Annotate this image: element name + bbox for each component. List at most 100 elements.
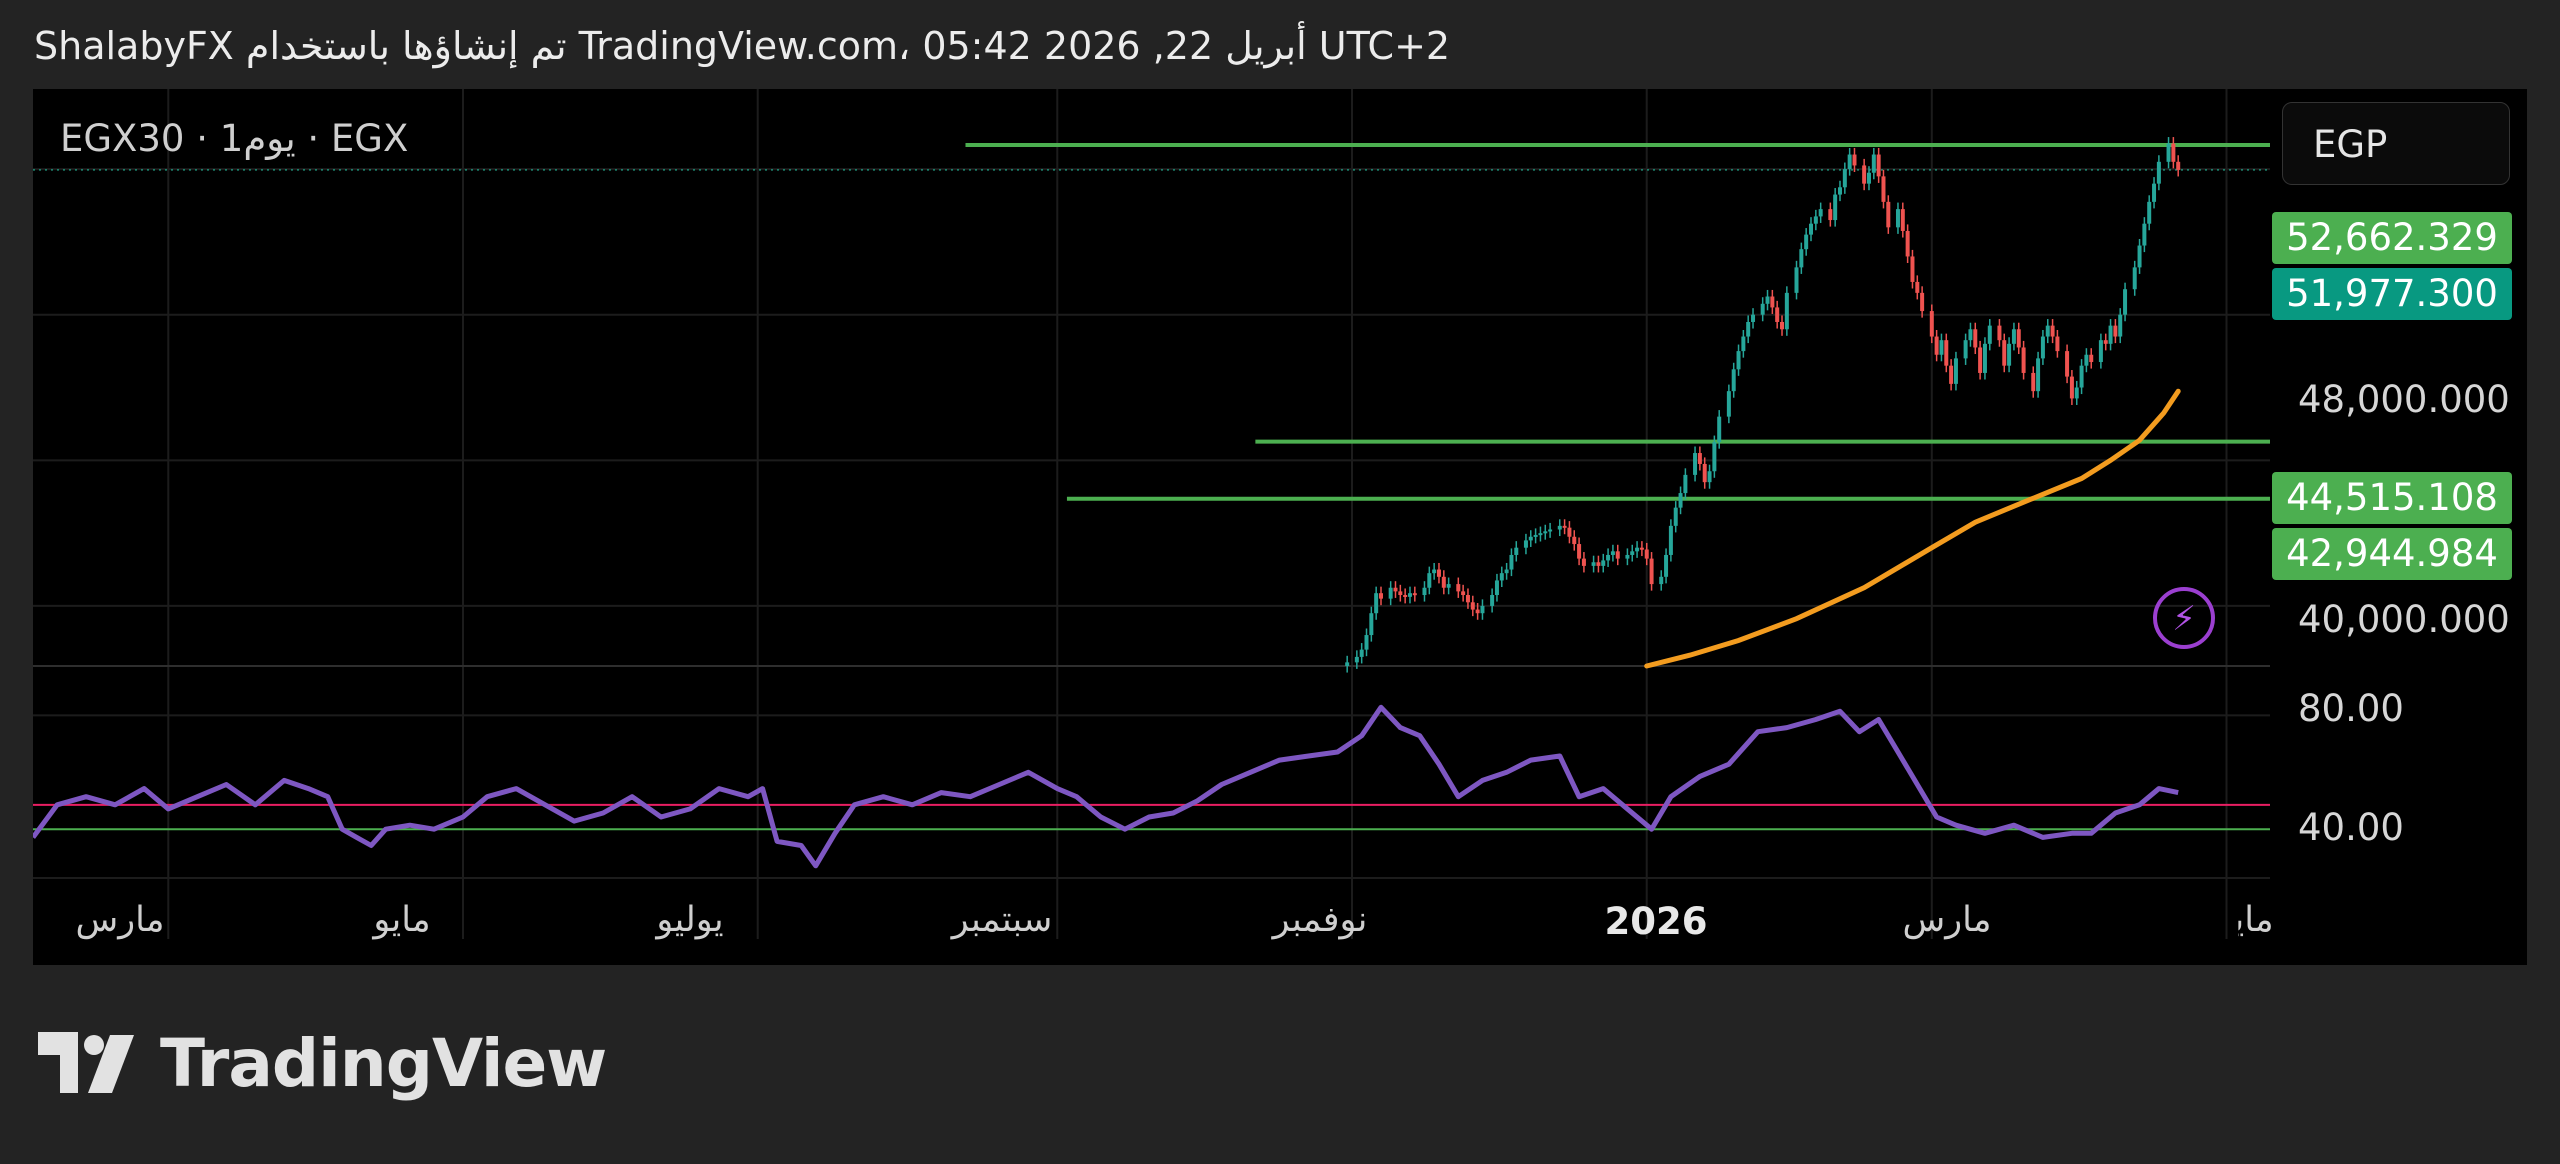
candle-body (1978, 347, 1983, 373)
lightning-icon[interactable]: ⚡ (2153, 587, 2215, 649)
candle-body (1615, 551, 1620, 559)
price-label-support-2: 42,944.984 (2272, 528, 2512, 580)
candle-body (2084, 354, 2089, 366)
candle-body (1422, 587, 1427, 596)
chart-area[interactable] (33, 89, 2527, 965)
candle-body (2074, 387, 2079, 399)
candle-body (1717, 416, 1722, 443)
symbol-info[interactable]: EGX30 · 1يوم · EGX (60, 117, 409, 160)
candle-body (1393, 587, 1398, 592)
x-tick-november: نوفمبر (1272, 900, 1368, 940)
candle-body (1804, 234, 1809, 250)
candle-body (2123, 289, 2128, 315)
candle-body (2103, 340, 2108, 344)
candle-body (1432, 569, 1437, 574)
candle-body (2055, 336, 2060, 352)
chart-canvas[interactable] (33, 89, 2527, 965)
candle-body (1639, 547, 1644, 550)
candle-body (1649, 558, 1654, 585)
candle-body (1973, 329, 1978, 348)
candle-body (1784, 292, 1789, 330)
candle-body (1828, 209, 1833, 221)
candle-body (1813, 216, 1818, 224)
candle-body (1963, 340, 1968, 359)
candle-body (1403, 595, 1408, 598)
candle-body (2166, 143, 2171, 162)
price-tick-48000: 48,000.000 (2298, 378, 2510, 421)
candle-body (1939, 340, 1944, 355)
candle-body (1770, 296, 1775, 308)
candle-body (1480, 605, 1485, 614)
candle-body (2007, 343, 2012, 366)
candle-body (1741, 336, 1746, 352)
candle-body (1809, 223, 1814, 235)
candle-body (1915, 281, 1920, 293)
candle-body (1693, 453, 1698, 475)
rsi-line (33, 704, 2179, 869)
x-tick-may-2025: مايو (373, 900, 431, 940)
candle-body (1562, 525, 1567, 528)
candle-body (1881, 176, 1886, 202)
candle-body (1895, 209, 1900, 228)
candle-body (1388, 587, 1393, 599)
candle-body (1668, 525, 1673, 555)
candle-body (1499, 573, 1504, 581)
candle-body (1635, 547, 1640, 552)
currency-button[interactable]: EGP (2282, 102, 2510, 185)
candle-body (1982, 343, 1987, 373)
candle-body (1818, 209, 1823, 217)
candle-body (1398, 591, 1403, 596)
tradingview-logo-svg (38, 1035, 134, 1093)
candle-body (1837, 187, 1842, 195)
candle-body (1751, 314, 1756, 322)
candle-body (2108, 325, 2113, 344)
candle-body (1461, 591, 1466, 596)
candle-body (1345, 662, 1350, 666)
candle-body (2098, 340, 2103, 363)
candle-body (2065, 351, 2070, 377)
candle-body (1929, 311, 1934, 337)
x-tick-september: سبتمبر (951, 900, 1053, 940)
candle-body (1625, 554, 1630, 559)
candle-body (1528, 536, 1533, 541)
price-label-support-1: 44,515.108 (2272, 472, 2512, 524)
candle-body (1494, 580, 1499, 596)
candle-body (2016, 329, 2021, 348)
candle-body (1842, 169, 1847, 188)
candle-body (1514, 547, 1519, 555)
candle-body (2156, 161, 2161, 184)
x-tick-2026: 2026 (1604, 900, 1708, 943)
x-tick-march-2026: مارس (1902, 900, 1992, 940)
candle-body (1427, 573, 1432, 588)
price-tick-40000: 40,000.000 (2298, 598, 2510, 641)
candle-body (2118, 314, 2123, 337)
candle-body (1412, 593, 1417, 596)
candle-body (1678, 493, 1683, 508)
logo-v-shape (88, 1035, 134, 1093)
candle-body (1746, 321, 1751, 337)
price-label-resistance: 52,662.329 (2272, 212, 2512, 264)
candle-body (1876, 154, 1881, 177)
candle-body (2132, 267, 2137, 290)
candle-body (2171, 143, 2176, 162)
candle-body (1702, 463, 1707, 483)
candle-body (1465, 595, 1470, 603)
candle-body (1934, 336, 1939, 355)
candle-body (2089, 354, 2094, 363)
candle-body (2036, 358, 2041, 392)
candle-body (1731, 369, 1736, 392)
x-tick-july: يوليو (656, 900, 724, 940)
candle-body (1910, 256, 1915, 282)
logo-t-shape (38, 1035, 78, 1093)
candle-body (2113, 325, 2118, 337)
candle-body (1359, 649, 1364, 657)
candle-body (1765, 296, 1770, 304)
candle-body (1726, 391, 1731, 417)
candle-body (1441, 576, 1446, 588)
candle-body (1446, 584, 1451, 588)
candle-body (1852, 154, 1857, 166)
candle-body (1581, 558, 1586, 566)
candle-body (1475, 609, 1480, 614)
candle-body (1364, 635, 1369, 650)
candle-body (1596, 562, 1601, 566)
